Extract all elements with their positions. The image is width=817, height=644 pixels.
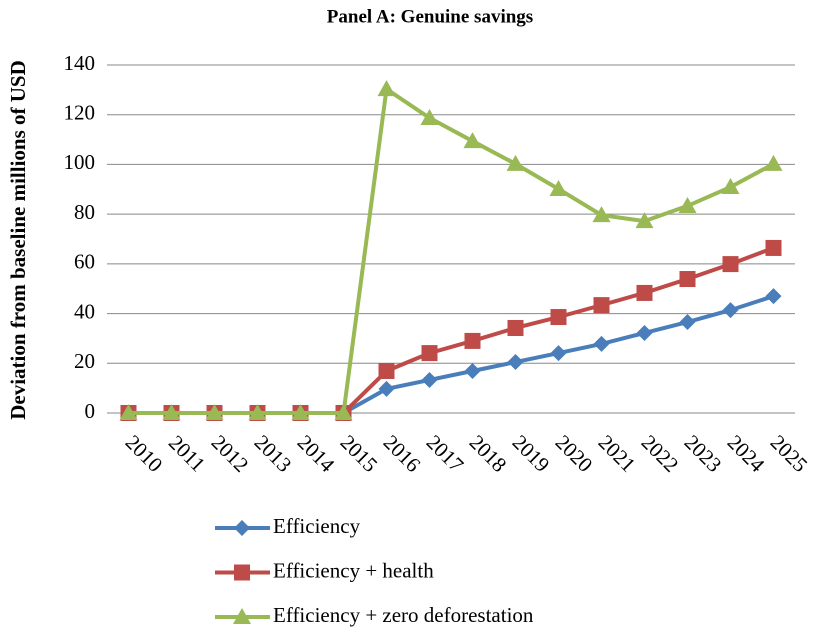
point: [764, 154, 783, 171]
y-tick-label: 120: [64, 101, 96, 125]
x-tick-label: 2010: [121, 430, 168, 477]
y-tick-label: 100: [64, 150, 96, 174]
point: [464, 332, 481, 349]
y-tick-label: 40: [74, 299, 95, 323]
point: [464, 362, 481, 379]
x-tick-label: 2025: [766, 430, 813, 477]
point: [549, 180, 568, 197]
legend-label: Efficiency: [273, 514, 361, 538]
point: [636, 324, 653, 341]
point: [593, 335, 610, 352]
x-tick-label: 2020: [551, 430, 598, 477]
chart-title: Panel A: Genuine savings: [327, 6, 533, 27]
x-tick-label: 2018: [465, 430, 512, 477]
point: [593, 297, 610, 314]
point: [507, 319, 524, 336]
point: [636, 284, 653, 301]
point: [378, 362, 395, 379]
x-tick-label: 2012: [207, 430, 254, 477]
x-tick-label: 2015: [336, 430, 383, 477]
y-tick-label: 140: [64, 51, 96, 75]
point: [592, 206, 611, 223]
series-line: [128, 85, 775, 415]
y-axis-label: Deviation from baseline millions of USD: [6, 60, 30, 420]
x-tick-label: 2023: [680, 430, 727, 477]
x-tick-label: 2017: [422, 430, 469, 477]
point: [550, 345, 567, 362]
legend-marker: [233, 608, 251, 624]
x-tick-label: 2019: [508, 430, 555, 477]
point: [248, 404, 267, 420]
y-tick-label: 0: [85, 399, 96, 423]
y-tick-label: 20: [74, 349, 95, 373]
x-tick-label: 2013: [250, 430, 297, 477]
series-line: [128, 246, 775, 415]
point: [291, 404, 310, 420]
x-tick-label: 2016: [379, 430, 426, 477]
y-tick-label: 60: [74, 250, 95, 274]
x-tick-label: 2021: [594, 430, 641, 477]
point: [507, 354, 524, 371]
x-tick-label: 2022: [637, 430, 684, 477]
point: [506, 154, 525, 171]
point: [334, 404, 353, 420]
point: [377, 80, 396, 97]
point: [765, 288, 782, 305]
x-tick-label: 2014: [293, 430, 340, 477]
point: [721, 178, 740, 195]
x-tick-label: 2024: [723, 430, 770, 477]
point: [550, 309, 567, 326]
legend-marker: [234, 520, 250, 536]
point: [635, 212, 654, 229]
point: [679, 271, 696, 288]
point: [421, 345, 438, 362]
point: [162, 404, 181, 420]
point: [679, 314, 696, 331]
point: [722, 302, 739, 319]
y-tick-label: 80: [74, 200, 95, 224]
legend-marker: [234, 564, 250, 581]
legend-label: Efficiency + zero deforestation: [273, 603, 534, 627]
point: [722, 256, 739, 273]
point: [119, 404, 138, 420]
point: [378, 380, 395, 397]
point: [421, 371, 438, 388]
point: [205, 404, 224, 420]
point: [765, 239, 782, 256]
x-tick-label: 2011: [164, 430, 210, 476]
point: [463, 132, 482, 149]
point: [420, 108, 439, 125]
legend-label: Efficiency + health: [273, 558, 434, 582]
point: [678, 196, 697, 213]
